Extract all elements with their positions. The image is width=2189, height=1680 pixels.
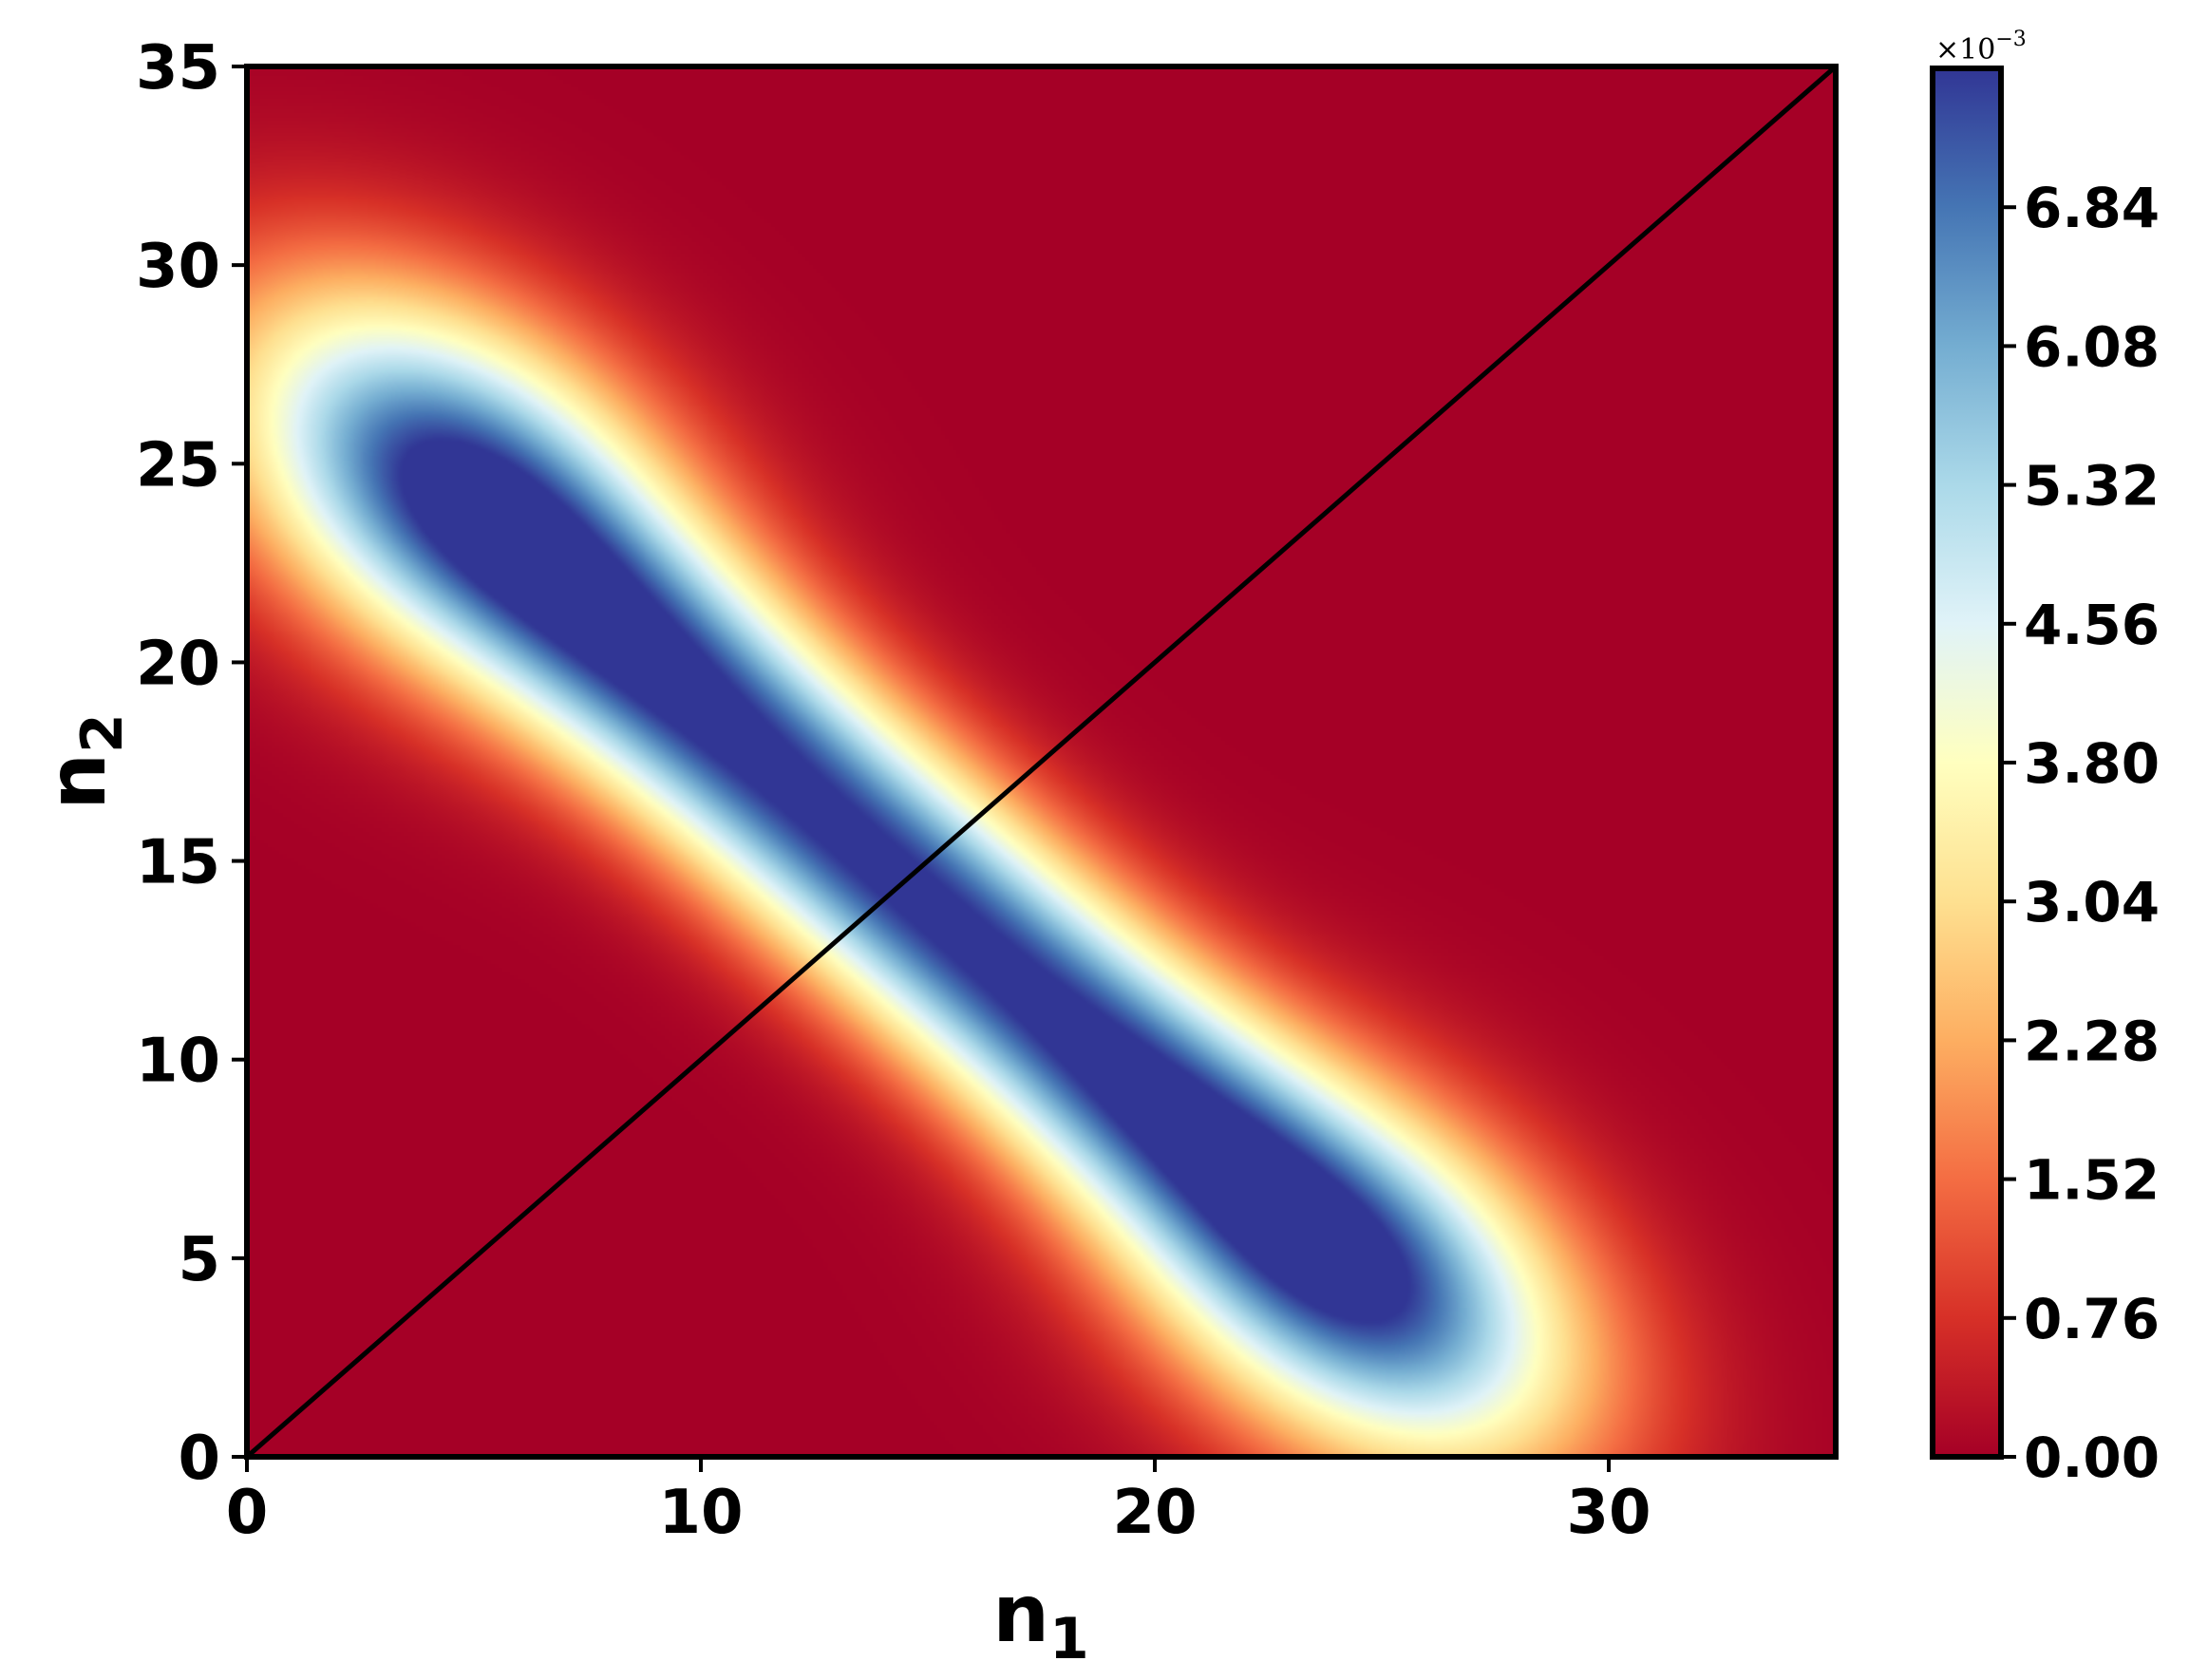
diagonal-line — [247, 66, 1836, 1457]
colorbar-tick-label: 3.80 — [2024, 731, 2160, 796]
colorbar: 0.00 0.76 1.52 2.28 3.04 3.80 4.56 5.32 6.08 6.84… — [1930, 28, 2160, 1490]
x-tick-label: 0 — [226, 1478, 269, 1548]
y-tick-label: 10 — [136, 1027, 220, 1097]
x-axis-label: n1 — [992, 1567, 1089, 1672]
x-tick-label: 20 — [1112, 1478, 1197, 1548]
x-axis-label-main: n — [992, 1567, 1049, 1660]
colorbar-tick-label: 1.52 — [2024, 1148, 2160, 1213]
x-tick-label: 30 — [1566, 1478, 1651, 1548]
y-axis-label-subscript: 2 — [69, 713, 136, 753]
colorbar-multiplier: ×10−3 — [1935, 28, 2027, 66]
colorbar-tick-label: 5.32 — [2024, 454, 2160, 519]
y-tick-label: 25 — [136, 430, 220, 500]
x-tick-label: 10 — [658, 1478, 743, 1548]
plot-area — [244, 64, 1839, 1460]
y-tick-label: 30 — [136, 232, 220, 302]
y-axis-label: n2 — [30, 713, 136, 810]
y-tick-label: 15 — [136, 828, 220, 898]
colorbar-multiplier-exponent: −3 — [1995, 28, 2026, 51]
x-axis-ticks: 0 10 20 30 — [226, 1457, 1651, 1548]
colorbar-tick-label: 3.04 — [2024, 870, 2160, 934]
colorbar-tick-label: 4.56 — [2024, 593, 2160, 657]
y-tick-label: 20 — [136, 629, 220, 699]
x-axis-label-subscript: 1 — [1049, 1606, 1089, 1672]
y-axis-label-main: n — [30, 753, 123, 810]
colorbar-tick-label: 6.08 — [2024, 314, 2160, 379]
colorbar-gradient — [1933, 68, 2001, 1457]
colorbar-tick-label: 0.00 — [2024, 1425, 2160, 1490]
colorbar-ticks: 0.00 0.76 1.52 2.28 3.04 3.80 4.56 5.32 6.08 6.84 — [2001, 176, 2160, 1490]
y-tick-label: 5 — [178, 1225, 220, 1295]
colorbar-tick-label: 0.76 — [2024, 1287, 2160, 1351]
colorbar-tick-label: 6.84 — [2024, 176, 2160, 240]
colorbar-multiplier-base: ×10 — [1935, 33, 1995, 66]
plot-frame — [244, 64, 1839, 1460]
y-tick-label: 35 — [136, 33, 220, 104]
y-axis-ticks: 0 5 10 15 20 25 30 35 — [136, 33, 247, 1494]
colorbar-tick-label: 2.28 — [2024, 1009, 2160, 1073]
y-tick-label: 0 — [178, 1424, 220, 1494]
